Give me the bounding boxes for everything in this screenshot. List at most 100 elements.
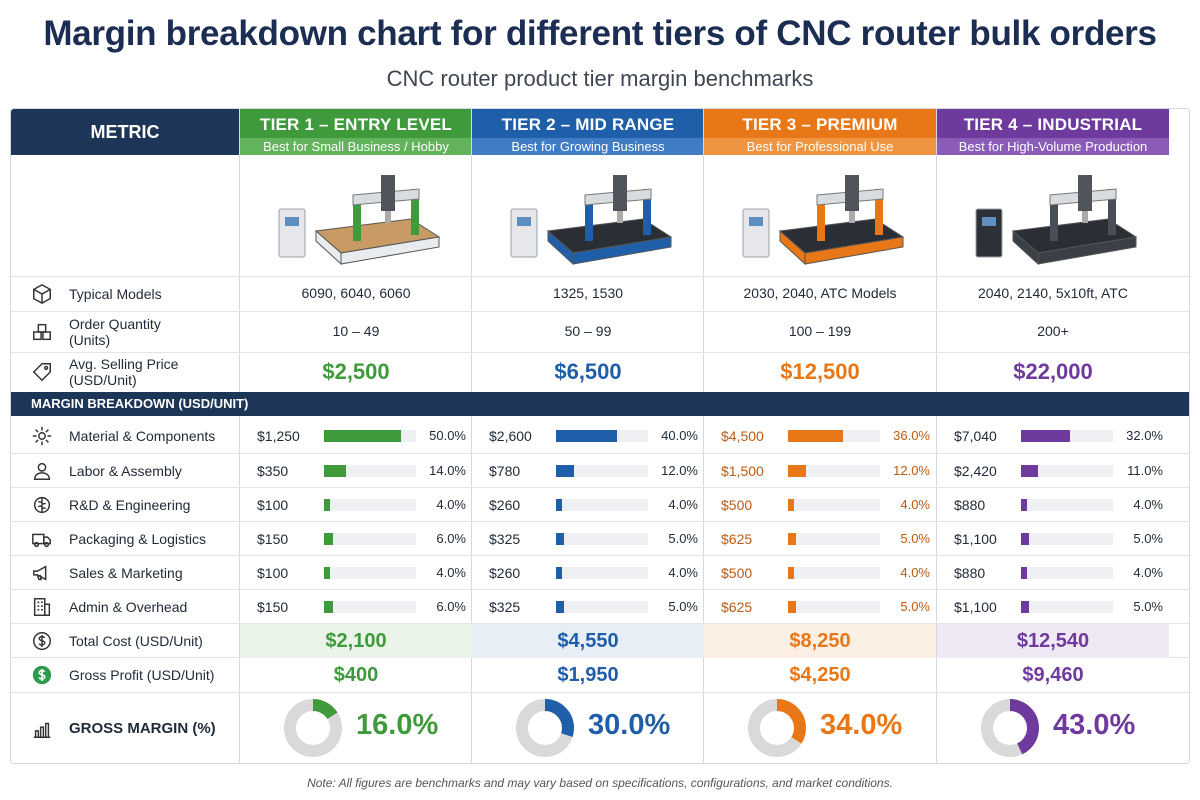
cost-amount: $260 [489,497,521,513]
cost-bar [324,430,401,442]
cost-amount: $880 [954,565,986,581]
cost-bar [1021,601,1029,613]
bar-track [788,601,880,613]
row-divider [11,692,1189,693]
cost-bar [788,430,844,442]
cost-amount: $325 [489,599,521,615]
cost-percent: 5.0% [1133,531,1163,546]
bar-track [324,567,416,579]
tier-header-1: TIER 1 – ENTRY LEVEL Best for Small Busin… [240,109,472,155]
cost-percent: 5.0% [1133,599,1163,614]
cnc-router-icon [510,175,673,266]
cost-amount: $1,500 [721,463,764,479]
bar-track [556,567,648,579]
cost-amount: $500 [721,497,753,513]
gross-margin-donut [981,699,1039,757]
cost-amount: $500 [721,565,753,581]
page-title: Margin breakdown chart for different tie… [43,14,1157,53]
row-label-order-quantity: Order Quantity (Units) [11,312,239,352]
megaphone-icon [33,565,47,581]
cost-percent: 12.0% [893,463,930,478]
label-text: Avg. Selling Price (USD/Unit) [69,356,179,388]
tier-subtitle: Best for Professional Use [704,138,936,155]
cost-bar [788,567,795,579]
avg-price-value: $2,500 [322,359,390,384]
margin-table: METRIC TIER 1 – ENTRY LEVEL Best for Smal… [10,108,1190,764]
avg-price-value: $12,500 [780,359,860,384]
column-divider [703,109,704,763]
cnc-router-image-tier-3 [704,161,936,271]
cost-amount: $100 [257,565,289,581]
gross-profit-value: $4,250 [789,663,851,686]
brain-icon [33,496,51,514]
label-text: Material & Components [69,428,216,444]
order-quantity-value: 100 – 199 [788,323,852,339]
tier-subtitle: Best for High-Volume Production [937,138,1169,155]
tier-header-2: TIER 2 – MID RANGE Best for Growing Busin… [472,109,704,155]
cost-bar [324,567,331,579]
cube-icon [33,283,51,305]
row-divider [11,589,1189,590]
cost-amount: $1,250 [257,428,300,444]
label-text: R&D & Engineering [69,497,191,513]
cost-amount: $100 [257,497,289,513]
bar-track [324,601,416,613]
tier-subtitle: Best for Growing Business [472,138,704,155]
bar-track [1021,465,1113,477]
cost-bar [788,499,795,511]
bar-track [788,533,880,545]
page-subtitle: CNC router product tier margin benchmark… [386,66,814,91]
bar-track [324,533,416,545]
cnc-router-image-tier-4 [937,161,1169,271]
boxes-icon [33,323,51,341]
cost-bar [324,601,334,613]
gross-margin-donut [748,699,806,757]
cost-amount: $2,420 [954,463,997,479]
cost-amount: $880 [954,497,986,513]
typical-models-value: 2040, 2140, 5x10ft, ATC [978,285,1128,301]
donut-slice [981,699,1039,757]
order-quantity-value: 50 – 99 [564,323,612,339]
cost-amount: $350 [257,463,289,479]
donut-slice [516,699,574,757]
cost-amount: $780 [489,463,521,479]
cost-percent: 50.0% [429,428,466,443]
cost-percent: 11.0% [1127,463,1163,478]
bar-track [788,499,880,511]
row-divider [11,623,1189,624]
row-label-labor: Labor & Assembly [11,454,239,488]
cost-amount: $325 [489,531,521,547]
cnc-router-icon [975,175,1138,266]
column-divider [471,109,472,763]
cost-percent: 40.0% [661,428,698,443]
cost-bar [324,499,331,511]
row-divider [11,555,1189,556]
order-quantity-value: 10 – 49 [332,323,380,339]
label-text: Labor & Assembly [69,463,182,479]
dollar-circle-icon [33,632,51,650]
column-divider [936,109,937,763]
column-divider [239,109,240,763]
gross-margin-donut [516,699,574,757]
cnc-router-icon [742,175,905,266]
label-text: Gross Profit (USD/Unit) [69,667,215,683]
row-divider [11,521,1189,522]
bar-track [788,567,880,579]
total-cost-value: $2,100 [240,624,472,658]
row-label-typical-models: Typical Models [11,277,239,311]
row-divider [11,487,1189,488]
cost-amount: $150 [257,531,289,547]
cost-percent: 4.0% [668,497,698,512]
cost-bar [556,601,564,613]
typical-models-value: 6090, 6040, 6060 [301,285,411,301]
cost-percent: 4.0% [436,565,466,580]
bar-track [556,533,648,545]
bar-track [324,465,416,477]
label-text: Total Cost (USD/Unit) [69,633,203,649]
cost-amount: $7,040 [954,428,997,444]
cost-bar [788,533,796,545]
bar-track [556,465,648,477]
cost-percent: 6.0% [436,599,466,614]
truck-icon [32,533,51,548]
avg-price-value: $22,000 [1013,359,1093,384]
